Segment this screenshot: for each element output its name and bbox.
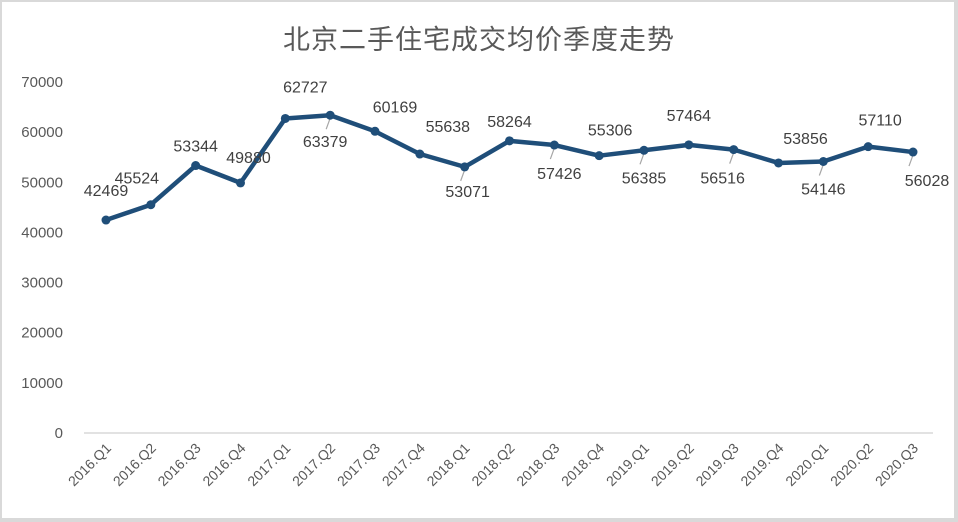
data-label: 57464 <box>667 108 712 125</box>
x-tick-label: 2016.Q2 <box>110 440 159 489</box>
leader-line <box>818 164 824 176</box>
y-tick-label: 10000 <box>21 375 63 392</box>
data-point-marker <box>774 158 783 168</box>
data-point-marker <box>280 113 290 123</box>
data-label: 49880 <box>226 150 271 167</box>
data-label: 62727 <box>283 79 328 96</box>
x-tick-label: 2019.Q4 <box>737 440 786 489</box>
y-tick-label: 40000 <box>21 224 63 241</box>
x-tick-label: 2016.Q3 <box>154 440 203 489</box>
x-tick-label: 2017.Q4 <box>379 440 428 489</box>
data-point-marker <box>729 145 739 155</box>
data-point-marker <box>101 215 111 225</box>
x-tick-label: 2020.Q3 <box>872 440 921 489</box>
data-label: 53344 <box>173 139 218 156</box>
leader-line <box>460 169 466 182</box>
data-point-marker <box>594 151 604 161</box>
x-tick-label: 2017.Q3 <box>334 440 383 489</box>
data-label: 45524 <box>115 171 160 188</box>
y-tick-label: 0 <box>55 425 63 442</box>
data-label: 60169 <box>373 99 418 116</box>
leader-line <box>549 147 555 160</box>
x-tick-label: 2019.Q3 <box>692 440 741 489</box>
x-tick-label: 2019.Q2 <box>648 440 697 489</box>
data-point-marker <box>325 110 335 120</box>
x-tick-label: 2020.Q2 <box>827 440 876 489</box>
data-point-marker <box>370 126 380 136</box>
data-point-marker <box>460 162 470 172</box>
data-label: 63379 <box>303 134 348 151</box>
data-label: 56028 <box>905 173 950 190</box>
data-point-marker <box>505 136 514 146</box>
x-tick-label: 2017.Q1 <box>244 440 293 489</box>
data-point-marker <box>236 178 245 188</box>
x-tick-label: 2016.Q1 <box>65 440 114 489</box>
x-tick-label: 2017.Q2 <box>289 440 338 489</box>
data-point-marker <box>415 149 425 159</box>
y-tick-label: 30000 <box>21 275 63 292</box>
data-label: 56385 <box>622 170 667 187</box>
data-point-marker <box>191 161 201 171</box>
data-label: 55638 <box>426 119 471 136</box>
data-point-marker <box>639 145 649 155</box>
leader-line <box>639 153 645 165</box>
y-tick-label: 60000 <box>21 124 63 141</box>
leader-line <box>325 117 331 130</box>
x-tick-label: 2018.Q2 <box>468 440 517 489</box>
data-label: 58264 <box>487 114 532 131</box>
data-label: 42469 <box>84 183 129 200</box>
data-label: 57426 <box>537 166 582 183</box>
y-tick-label: 70000 <box>21 74 63 91</box>
data-point-marker <box>684 140 694 150</box>
y-tick-label: 20000 <box>21 325 63 342</box>
x-tick-label: 2016.Q4 <box>199 440 248 489</box>
x-tick-label: 2020.Q1 <box>782 440 831 489</box>
data-label: 53856 <box>783 131 828 148</box>
data-label: 57110 <box>859 113 902 130</box>
x-tick-label: 2019.Q1 <box>603 440 652 489</box>
x-tick-label: 2018.Q4 <box>558 440 607 489</box>
data-point-marker <box>908 147 918 157</box>
data-label: 54146 <box>801 181 846 198</box>
data-label: 55306 <box>588 123 633 140</box>
leader-line <box>908 154 914 167</box>
x-tick-label: 2018.Q3 <box>513 440 562 489</box>
leader-line <box>729 152 735 164</box>
data-point-marker <box>863 142 873 152</box>
data-point-marker <box>549 140 559 150</box>
x-tick-label: 2018.Q1 <box>423 440 472 489</box>
y-tick-label: 50000 <box>21 174 63 191</box>
data-label: 53071 <box>445 184 490 201</box>
data-label: 56516 <box>700 171 745 188</box>
chart-title: 北京二手住宅成交均价季度走势 <box>283 25 675 56</box>
data-point-marker <box>818 156 828 166</box>
data-point-marker <box>146 200 156 210</box>
